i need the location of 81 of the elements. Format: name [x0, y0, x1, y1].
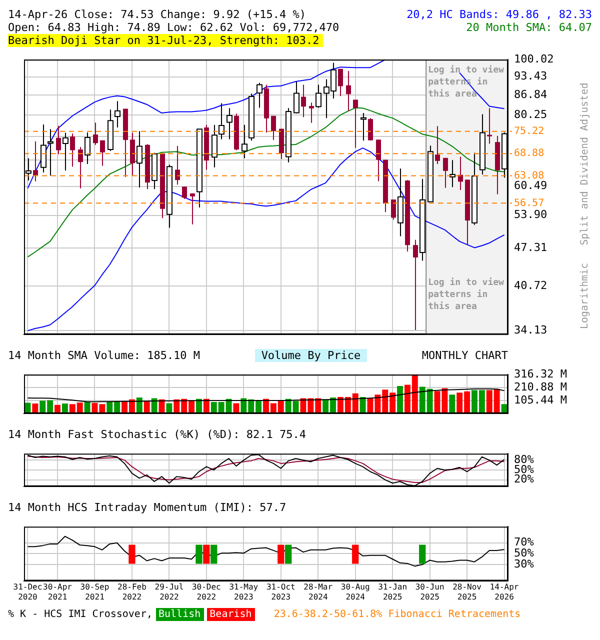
x-tick-label: 30-Apr 2021: [43, 582, 72, 602]
chart-title: 14 Month Fast Stochastic (%K) (%D): 82.1 75.4: [8, 428, 306, 441]
text: Bullish: [156, 608, 204, 621]
bar: [151, 398, 158, 414]
chart-title: 14 Month HCS Intraday Momentum (IMI): 57.7: [8, 501, 286, 514]
x-tick-label: 31-Dec 2020: [13, 582, 42, 602]
candlestick: [100, 140, 105, 166]
bar: [166, 403, 172, 414]
candlestick: [33, 140, 38, 182]
ref-line-label: 68.88: [514, 148, 544, 160]
candlestick: [56, 125, 61, 155]
ref-line-label: 56.57: [514, 198, 544, 209]
bar: [62, 403, 68, 414]
candlestick: [271, 115, 276, 140]
text: 20 Month SMA: 64.07: [466, 21, 592, 34]
x-tick-label: 31-Jan 2025: [378, 582, 408, 602]
x-tick-label: 30-Dec 2022: [192, 582, 222, 602]
y-tick-label: 93.43: [514, 70, 548, 83]
candlestick: [338, 68, 343, 97]
y-tick-label: 34.13: [514, 323, 548, 336]
candlestick: [130, 132, 135, 177]
x-tick-label: 28-Mar 2024: [304, 582, 333, 602]
candlestick: [443, 157, 448, 188]
y-tick-label: 210.88 M: [514, 380, 568, 394]
y-tick-label: 100.02: [514, 52, 554, 66]
candlestick: [435, 126, 440, 164]
bar: [397, 386, 404, 414]
candlestick: [175, 145, 180, 186]
bar: [233, 403, 240, 414]
y-tick-label: 80.25: [514, 108, 548, 121]
candlestick: [413, 239, 418, 330]
x-tick-label: 29-Jul 2022: [154, 582, 184, 602]
y-tick-label: 105.44 M: [514, 393, 568, 406]
text: % K - HCS IMI Crossover,: [8, 608, 152, 621]
x-tick-label: 28-Nov 2025: [452, 582, 482, 602]
y-tick-label: 53.90: [514, 208, 548, 222]
y-tick-label: 40.72: [514, 278, 548, 292]
y-tick-label: 316.32 M: [514, 367, 568, 380]
candlestick: [93, 122, 98, 146]
candlestick: [309, 102, 314, 124]
annotation: Log in to view patterns in this area: [428, 277, 505, 312]
x-tick-label: 14-Apr 2026: [490, 582, 519, 602]
candlestick: [487, 108, 492, 144]
text: Volume By Price: [255, 349, 367, 362]
y-tick-label: 50%: [514, 546, 534, 560]
x-tick-label: 31-May 2023: [229, 582, 258, 602]
candlestick: [190, 192, 195, 225]
bar: [449, 394, 456, 414]
text: Logarithmic: [580, 262, 591, 330]
y-tick-label: 86.84: [514, 88, 548, 102]
x-tick-label: 30-Sep 2021: [80, 582, 110, 602]
x-tick-label: 30-Aug 2024: [340, 582, 370, 602]
candlestick: [301, 84, 306, 118]
candlestick: [376, 139, 381, 182]
chart-title: 14-Apr-26 Close: 74.53 Change: 9.92 (+15.4 %): [8, 8, 306, 21]
candlestick: [346, 70, 351, 112]
bar: [144, 402, 150, 414]
x-tick-label: 30-Jun 2025: [415, 582, 444, 602]
x-tick-label: 28-Feb 2022: [118, 582, 147, 602]
candlestick: [368, 118, 373, 141]
ref-line-label: 63.08: [514, 170, 544, 182]
chart-subtitle: Open: 64.83 High: 74.89 Low: 62.62 Vol: 69,772,470: [8, 21, 340, 34]
text: 23.6-38.2-50-61.8% Fibonacci Retracements: [274, 608, 521, 621]
candlestick: [353, 99, 358, 148]
y-tick-label: 30%: [514, 557, 534, 570]
y-tick-label: 47.31: [514, 241, 548, 254]
candlestick: [391, 198, 396, 220]
candlestick: [70, 132, 75, 168]
text: 20,2 HC Bands: 49.86 , 82.33: [406, 8, 592, 21]
chart-title: 14 Month SMA Volume: 185.10 M: [8, 349, 200, 362]
y-tick-label: 60.49: [514, 179, 548, 192]
text: Split and Dividend Adjusted: [580, 82, 591, 246]
y-tick-label: 70%: [514, 536, 534, 549]
ref-line-label: 75.22: [514, 126, 544, 137]
candlestick: [78, 146, 83, 189]
text: Bearish: [206, 608, 255, 621]
candlestick: [182, 186, 187, 200]
text: Bearish Doji Star on 31-Jul-23, Strength: 103.2: [8, 34, 324, 47]
bar: [32, 403, 38, 414]
text: MONTHLY CHART: [422, 349, 508, 362]
x-tick-label: 31-Oct 2023: [266, 582, 296, 602]
